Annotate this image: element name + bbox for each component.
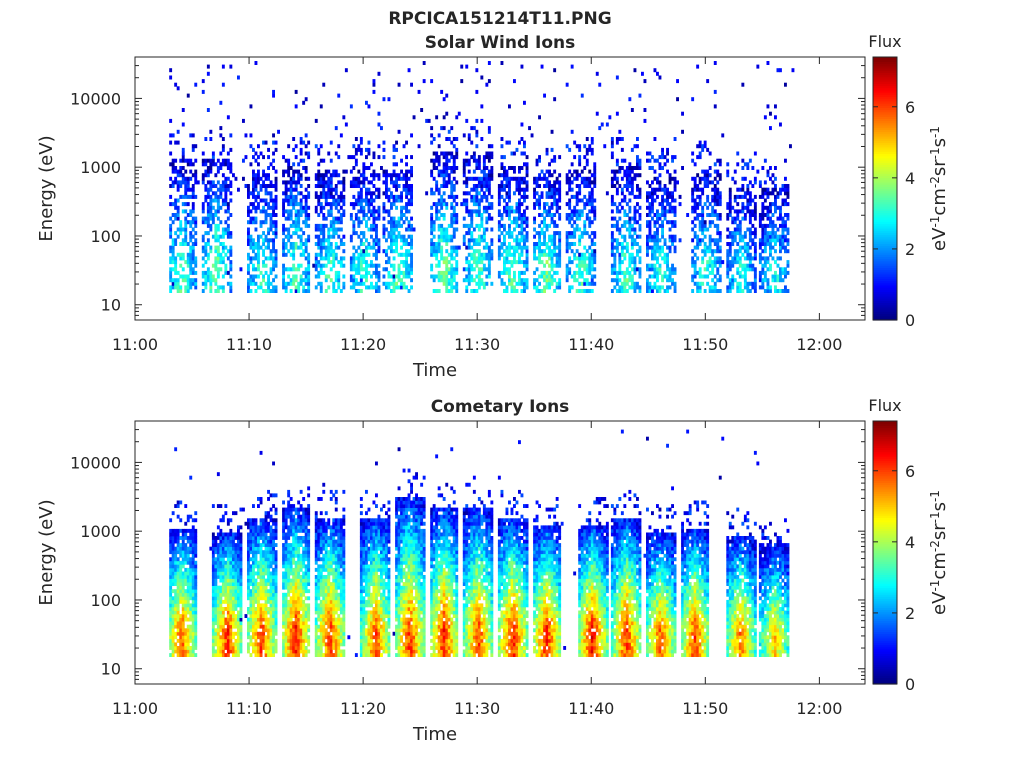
unit-exponent: -2 [928,540,942,552]
unit-base: eV [929,227,950,251]
panel-title: Solar Wind Ions [425,33,576,53]
colorbar-tick-label: 6 [905,462,915,481]
x-tick-label: 11:50 [682,335,728,354]
y-tick-label: 10 [101,296,121,315]
x-tick-label: 11:40 [568,335,614,354]
colorbar-units-label: eV-1cm-2sr-1s-1 [928,126,950,251]
unit-base: sr [929,523,950,540]
panel-title: Cometary Ions [431,397,570,417]
x-tick-label: 11:20 [340,335,386,354]
colorbar-title: Flux [868,396,901,415]
unit-base: s [929,138,950,147]
colorbar-tick-label: 0 [905,675,915,694]
y-axis-label: Energy (eV) [36,499,57,605]
unit-base: s [929,502,950,511]
x-tick-label: 11:50 [682,699,728,718]
unit-base: cm [929,188,950,215]
x-tick-label: 11:10 [226,699,272,718]
x-tick-label: 11:20 [340,699,386,718]
unit-exponent: -1 [928,580,942,592]
x-axis-label: Time [412,360,457,381]
unit-exponent: -1 [928,216,942,228]
colorbar-tick-label: 4 [905,169,915,188]
spectrogram-cells [169,61,795,293]
x-axis-label: Time [412,724,457,745]
colorbar-tick-label: 2 [905,240,915,259]
unit-base: eV [929,591,950,615]
x-tick-label: 12:00 [796,699,842,718]
colorbar-tick-label: 2 [905,604,915,623]
colorbar-tick-label: 4 [905,533,915,552]
colorbar-title: Flux [868,32,901,51]
unit-exponent: -1 [928,490,942,502]
colorbar-units-label: eV-1cm-2sr-1s-1 [928,490,950,615]
y-tick-label: 10 [101,660,121,679]
spectrogram-cells [169,429,790,657]
panel-2: Cometary Ions 11:00 11:10 11:20 11:30 11:40 11… [36,396,950,745]
y-tick-label: 1000 [80,158,121,177]
x-tick-label: 12:00 [796,335,842,354]
y-tick-label: 10000 [70,89,121,108]
y-tick-label: 100 [90,227,121,246]
x-tick-label: 11:10 [226,335,272,354]
y-axis-label: Energy (eV) [36,135,57,241]
plot-frame [134,420,866,685]
unit-exponent: -1 [928,126,942,138]
figure-title: RPCICA151214T11.PNG [388,9,611,29]
unit-exponent: -1 [928,147,942,159]
x-tick-label: 11:00 [112,335,158,354]
colorbar-tick-label: 6 [905,98,915,117]
x-tick-label: 11:30 [454,699,500,718]
plot-frame [134,56,866,321]
x-tick-label: 11:40 [568,699,614,718]
panel-1: Solar Wind Ions 11:00 11:10 11:20 11:30 11:40… [36,32,950,381]
x-tick-label: 11:30 [454,335,500,354]
x-tick-label: 11:00 [112,699,158,718]
colorbar-tick-label: 0 [905,311,915,330]
unit-exponent: -2 [928,176,942,188]
y-tick-label: 100 [90,591,121,610]
panels: Solar Wind Ions 11:00 11:10 11:20 11:30 11:40… [36,32,950,745]
unit-base: cm [929,552,950,579]
unit-exponent: -1 [928,511,942,523]
y-tick-label: 10000 [70,453,121,472]
unit-base: sr [929,159,950,176]
y-tick-label: 1000 [80,522,121,541]
